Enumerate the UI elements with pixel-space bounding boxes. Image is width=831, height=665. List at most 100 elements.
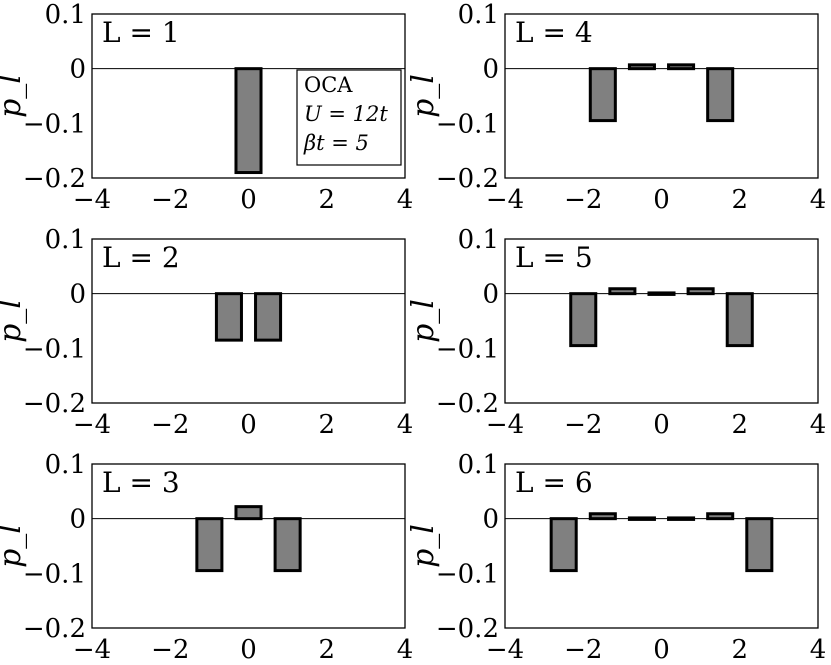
y-tick-label: −0.1	[436, 334, 499, 364]
x-tick-label: 2	[731, 185, 748, 215]
y-tick-label: 0.1	[45, 450, 86, 480]
x-tick-label: 4	[810, 635, 827, 665]
legend-box: OCA U = 12t βt = 5	[296, 69, 402, 166]
x-tick-label: −4	[73, 635, 111, 665]
x-tick-label: −2	[564, 410, 602, 440]
bar	[608, 287, 637, 296]
bar	[588, 512, 617, 521]
x-tick-label: −2	[151, 410, 189, 440]
y-tick-label: 0	[69, 505, 86, 535]
y-tick-label: −0.1	[436, 559, 499, 589]
x-tick-label: 4	[397, 185, 414, 215]
y-tick-label: 0	[69, 55, 86, 85]
x-tick-label: 4	[397, 410, 414, 440]
x-tick-label: 0	[240, 635, 257, 665]
bar	[706, 67, 735, 123]
bar	[627, 63, 656, 71]
x-tick-label: 0	[653, 410, 670, 440]
plot-frame	[504, 13, 819, 179]
y-axis-label: p_l	[406, 524, 441, 568]
panel-title: L = 4	[515, 16, 593, 49]
legend-frame	[296, 69, 402, 166]
chart-panel-3: −4 −2 0 2 4 0.1 0 −0.1 −0.2 p_l L = 2	[0, 225, 413, 440]
y-tick-label: 0	[482, 280, 499, 310]
bar	[195, 517, 224, 573]
chart-panel-2: −4 −2 0 2 4 0.1 0 −0.1 −0.2 p_l L = 4	[406, 0, 826, 215]
legend-entry: βt = 5	[303, 131, 369, 155]
bar	[214, 292, 243, 342]
x-tick-label: 4	[810, 410, 827, 440]
y-tick-label: −0.1	[23, 559, 86, 589]
bar	[254, 292, 283, 342]
y-tick-label: −0.2	[23, 164, 86, 194]
chart-panel-5: −4 −2 0 2 4 0.1 0 −0.1 −0.2 p_l L = 3	[0, 450, 413, 665]
y-tick-label: −0.1	[436, 109, 499, 139]
x-tick-label: −4	[486, 185, 524, 215]
bar	[234, 505, 263, 521]
y-tick-label: −0.2	[436, 614, 499, 644]
y-axis-label: p_l	[406, 74, 441, 118]
y-tick-label: −0.1	[23, 334, 86, 364]
x-tick-label: 0	[653, 185, 670, 215]
y-tick-label: 0	[482, 505, 499, 535]
x-tick-label: 0	[240, 185, 257, 215]
chart-panel-6: −4 −2 0 2 4 0.1 0 −0.1 −0.2 p_l L = 6	[406, 450, 826, 665]
bar	[234, 67, 263, 175]
panel-title: L = 1	[102, 16, 180, 49]
chart-panel-1: −4 −2 0 2 4 0.1 0 −0.1 −0.2 p_l L = 1 OCA U = 12t βt …	[0, 0, 413, 215]
panel-title: L = 2	[102, 241, 180, 274]
x-tick-label: 2	[731, 635, 748, 665]
plot-frame	[504, 238, 819, 404]
legend-entry: U = 12t	[304, 102, 388, 126]
y-tick-label: 0	[482, 55, 499, 85]
y-tick-label: 0.1	[458, 450, 499, 480]
x-tick-label: 0	[653, 635, 670, 665]
x-tick-label: 0	[240, 410, 257, 440]
y-axis-label: p_l	[0, 524, 28, 568]
y-tick-label: −0.1	[23, 109, 86, 139]
x-tick-label: −2	[564, 635, 602, 665]
y-tick-label: −0.2	[23, 389, 86, 419]
y-tick-label: 0.1	[458, 0, 499, 30]
y-axis-label: p_l	[406, 299, 441, 343]
bar	[725, 292, 754, 348]
y-tick-label: 0.1	[45, 225, 86, 255]
bar	[569, 292, 598, 348]
y-axis-label: p_l	[0, 299, 28, 343]
y-tick-label: −0.2	[436, 164, 499, 194]
y-tick-label: −0.2	[23, 614, 86, 644]
legend-entry: OCA	[304, 73, 353, 97]
bar	[647, 291, 676, 296]
bar	[686, 287, 715, 296]
y-tick-label: 0	[69, 280, 86, 310]
bar	[667, 516, 696, 521]
x-tick-label: −2	[564, 185, 602, 215]
panel-title: L = 6	[515, 466, 593, 499]
x-tick-label: −4	[486, 635, 524, 665]
y-tick-label: −0.2	[436, 389, 499, 419]
y-tick-label: 0.1	[458, 225, 499, 255]
x-tick-label: 2	[318, 635, 335, 665]
chart-panel-4: −4 −2 0 2 4 0.1 0 −0.1 −0.2 p_l L = 5	[406, 225, 826, 440]
bar	[273, 517, 302, 573]
x-tick-label: −4	[486, 410, 524, 440]
bar	[549, 517, 578, 573]
x-tick-label: −4	[73, 185, 111, 215]
x-tick-label: 2	[731, 410, 748, 440]
x-tick-label: 2	[318, 185, 335, 215]
panel-title: L = 3	[102, 466, 180, 499]
x-tick-label: −2	[151, 185, 189, 215]
x-tick-label: −4	[73, 410, 111, 440]
bar	[745, 517, 774, 573]
x-tick-label: 4	[810, 185, 827, 215]
bar	[667, 63, 696, 71]
y-axis-label: p_l	[0, 74, 28, 118]
bar	[588, 67, 617, 123]
plot-frame	[91, 463, 406, 629]
bar	[706, 512, 735, 521]
y-tick-label: 0.1	[45, 0, 86, 30]
panel-title: L = 5	[515, 241, 593, 274]
x-tick-label: 2	[318, 410, 335, 440]
plot-frame	[91, 238, 406, 404]
